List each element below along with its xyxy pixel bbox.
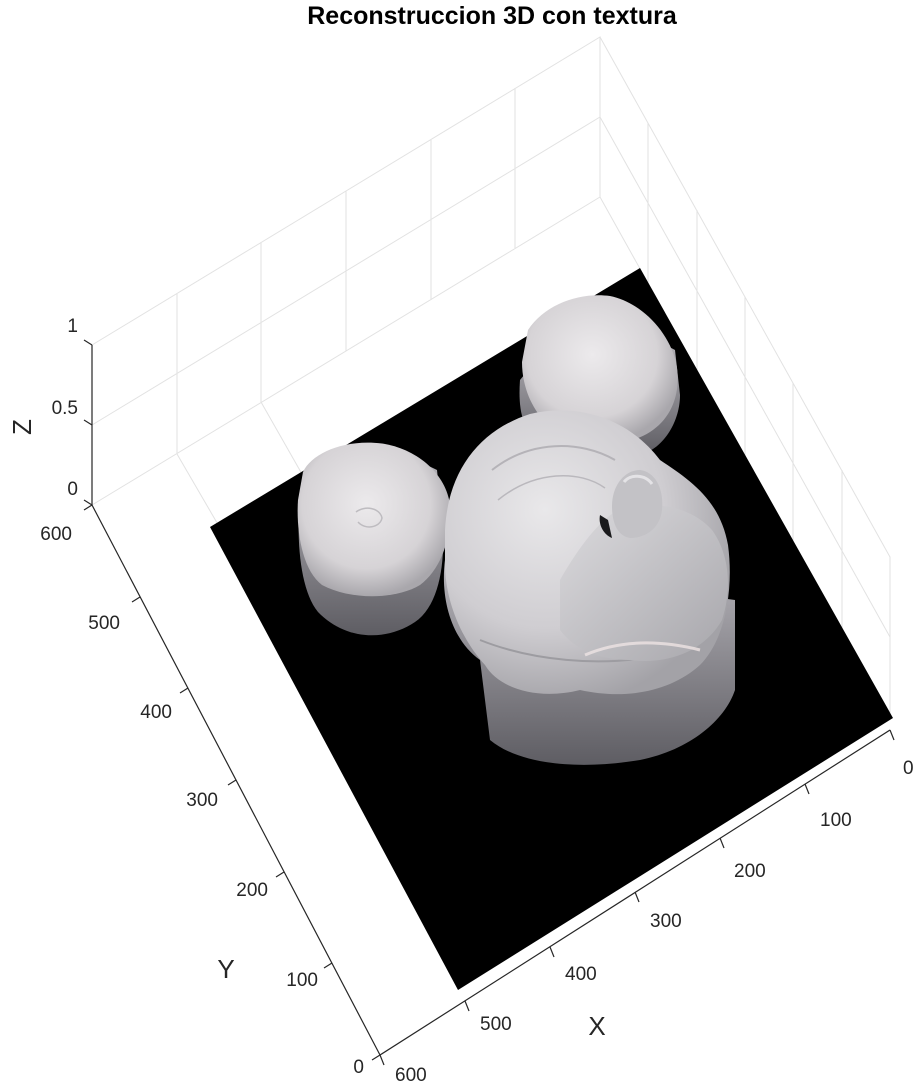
x-tick-label-3: 300 [650, 911, 682, 932]
y-tick-label-2: 200 [236, 880, 268, 901]
y-tick-label-6: 600 [40, 524, 72, 545]
muzzle-surface [560, 505, 728, 661]
y-tick-label-4: 400 [140, 702, 172, 723]
left-ear-surface [297, 442, 451, 636]
nose-surface [599, 470, 663, 538]
x-tick-label-4: 400 [565, 964, 597, 985]
x-tick-label-6: 600 [395, 1065, 427, 1085]
x-axis-label: X [588, 1011, 605, 1041]
x-tick-label-5: 500 [480, 1014, 512, 1035]
y-axis-label: Y [217, 954, 234, 984]
chart-title: Reconstruccion 3D con textura [307, 2, 678, 30]
y-tick-label-1: 100 [286, 970, 318, 991]
z-tick-label-1: 0.5 [52, 398, 78, 419]
x-tick-label-2: 200 [734, 861, 766, 882]
x-tick-label-1: 100 [820, 810, 852, 831]
y-tick-label-5: 500 [88, 613, 120, 634]
y-tick-label-3: 300 [186, 790, 218, 811]
z-tick-label-2: 1 [67, 316, 78, 337]
x-tick-label-0: 0 [903, 758, 914, 779]
z-axis-label: Z [7, 419, 37, 435]
tick-marks [83, 339, 895, 1066]
y-tick-label-0: 0 [353, 1057, 364, 1078]
z-tick-label-0: 0 [67, 479, 78, 500]
